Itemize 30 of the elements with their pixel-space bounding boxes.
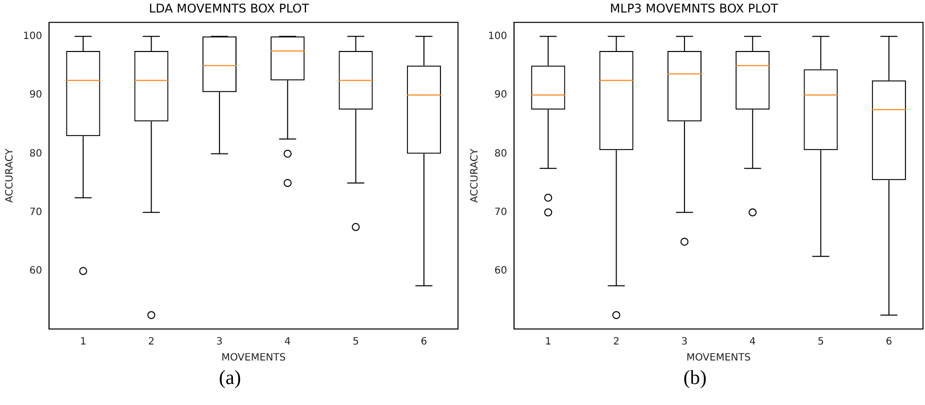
x-tick-label: 3 <box>681 336 688 348</box>
x-tick-label: 1 <box>544 336 552 348</box>
x-tick-label: 5 <box>352 336 359 348</box>
x-axis-title: MOVEMENTS <box>686 352 751 364</box>
x-tick-label: 3 <box>216 336 223 348</box>
y-tick-label: 100 <box>22 30 42 42</box>
y-tick-label: 60 <box>494 266 508 277</box>
chart-title: MLP3 MOVEMNTS BOX PLOT <box>610 1 779 16</box>
chart-title: LDA MOVEMNTS BOX PLOT <box>148 1 310 16</box>
x-tick-label: 5 <box>818 336 824 348</box>
x-tick-label: 6 <box>420 336 428 348</box>
x-tick-label: 4 <box>749 336 756 348</box>
y-tick-label: 70 <box>29 206 42 218</box>
y-tick-label: 60 <box>29 266 42 277</box>
y-axis-title: ACCURACY <box>470 148 481 203</box>
y-tick-label: 70 <box>494 206 508 218</box>
text: (b) <box>683 367 707 390</box>
x-tick-label: 2 <box>613 336 620 348</box>
x-tick-label: 2 <box>148 336 155 348</box>
text: (a) <box>218 367 242 390</box>
y-tick-label: 90 <box>494 90 508 101</box>
y-tick-label: 80 <box>29 148 42 160</box>
y-tick-label: 90 <box>29 90 42 101</box>
x-tick-label: 1 <box>80 336 86 348</box>
x-tick-label: 6 <box>886 336 892 348</box>
x-axis-title: MOVEMENTS <box>221 352 286 364</box>
y-tick-label: 80 <box>494 148 508 160</box>
y-tick-label: 100 <box>488 30 508 42</box>
y-axis-title: ACCURACY <box>4 148 16 203</box>
x-tick-label: 4 <box>284 336 291 348</box>
